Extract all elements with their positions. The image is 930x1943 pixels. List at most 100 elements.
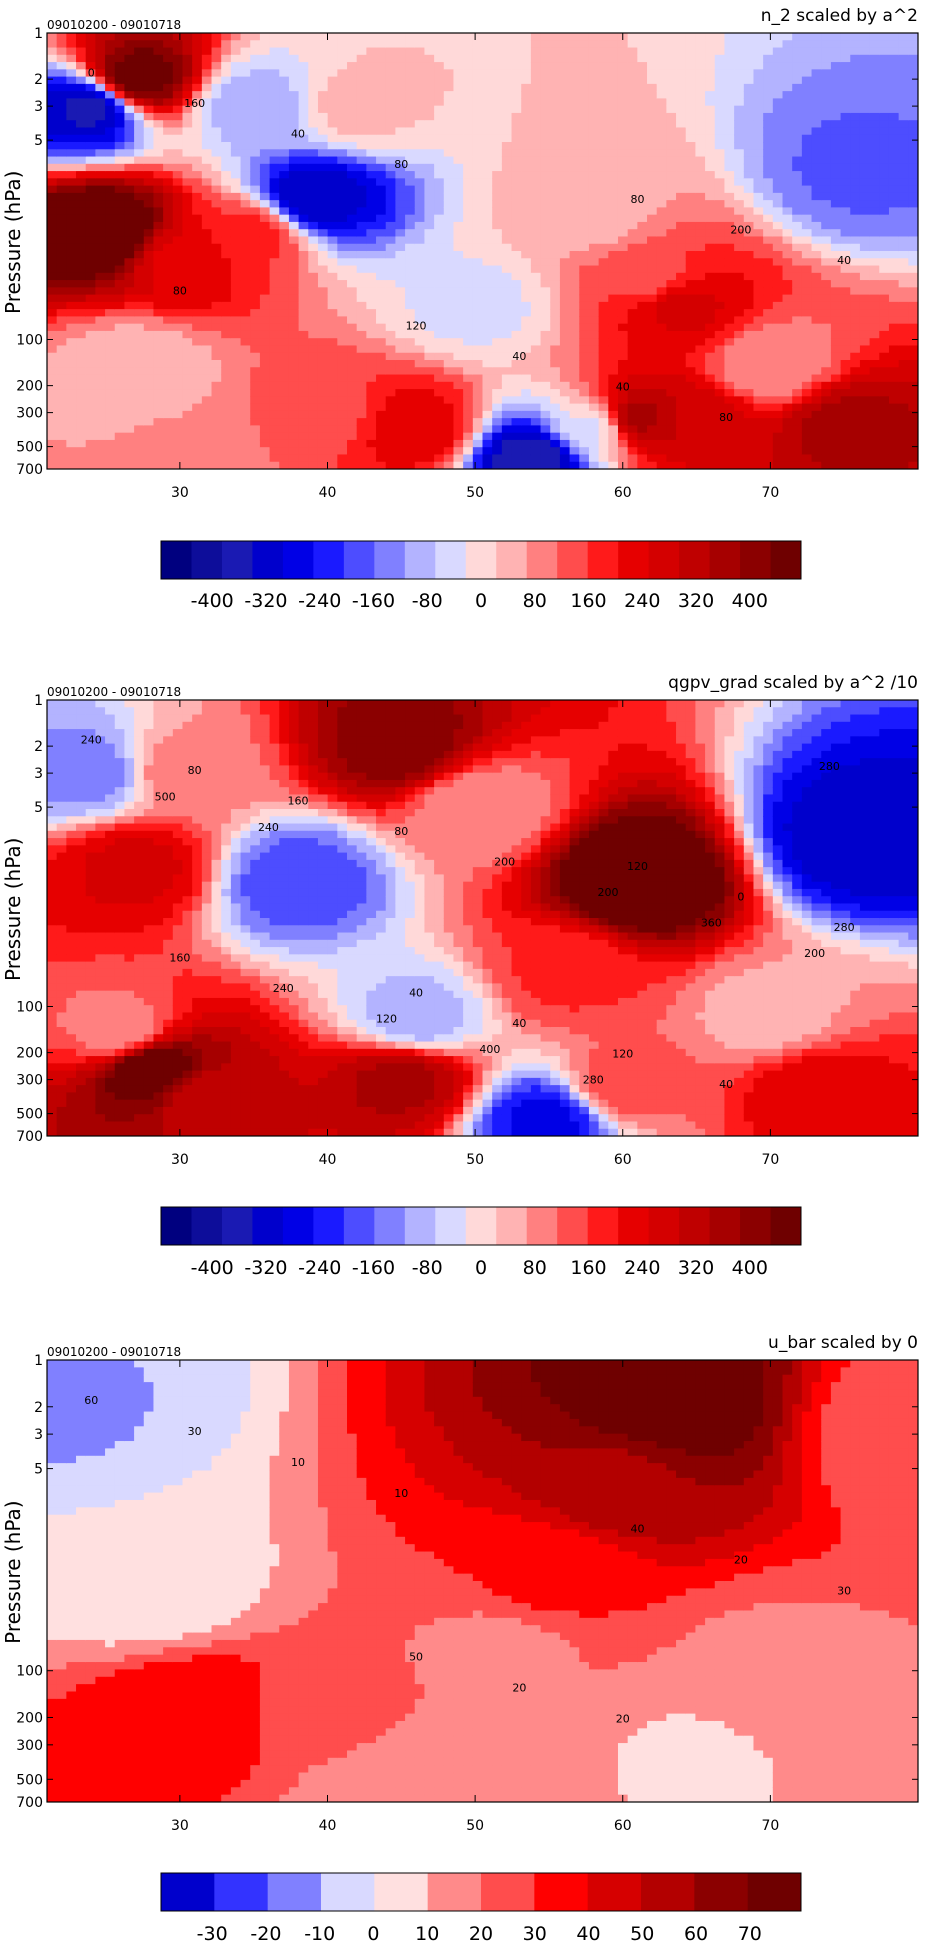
heatmap-cell	[337, 236, 348, 245]
heatmap-cell	[259, 221, 271, 230]
heatmap-cell	[782, 309, 793, 317]
heatmap-cell	[347, 40, 358, 49]
heatmap-cell	[76, 287, 87, 296]
heatmap-cell	[588, 178, 600, 187]
heatmap-cell	[424, 432, 435, 441]
heatmap-cell	[66, 447, 77, 456]
heatmap-cell	[811, 294, 822, 303]
heatmap-cell	[230, 374, 242, 383]
heatmap-cell	[743, 200, 755, 208]
heatmap-cell	[763, 243, 774, 252]
heatmap-cell	[308, 301, 319, 310]
heatmap-cell	[143, 309, 155, 317]
heatmap-cell	[530, 272, 542, 281]
heatmap-cell	[66, 98, 77, 107]
heatmap-cell	[656, 134, 667, 143]
heatmap-cell	[376, 454, 387, 463]
heatmap-cell	[308, 76, 319, 85]
heatmap-cell	[724, 352, 735, 361]
heatmap-cell	[821, 439, 832, 448]
heatmap-cell	[424, 439, 435, 448]
heatmap-cell	[240, 381, 251, 390]
heatmap-cell	[279, 185, 290, 194]
heatmap-cell	[76, 381, 87, 390]
heatmap-cell	[482, 418, 493, 426]
heatmap-cell	[327, 98, 338, 107]
heatmap-cell	[530, 221, 542, 230]
heatmap-cell	[56, 294, 67, 303]
heatmap-cell	[424, 447, 435, 456]
heatmap-cell	[47, 40, 58, 49]
heatmap-cell	[85, 112, 96, 121]
heatmap-cell	[317, 381, 329, 390]
heatmap-cell	[259, 287, 271, 296]
heatmap-cell	[530, 207, 542, 216]
heatmap-cell	[414, 352, 426, 361]
heatmap-cell	[656, 112, 667, 121]
heatmap-cell	[559, 156, 571, 165]
heatmap-cell	[395, 301, 406, 310]
heatmap-cell	[792, 316, 803, 325]
heatmap-cell	[211, 62, 222, 70]
heatmap-cell	[47, 185, 58, 194]
heatmap-cell	[443, 40, 455, 49]
heatmap-cell	[201, 439, 213, 448]
heatmap-cell	[405, 338, 416, 347]
heatmap-cell	[172, 243, 184, 252]
heatmap-cell	[724, 374, 735, 383]
heatmap-cell	[792, 33, 803, 41]
heatmap-cell	[240, 236, 251, 245]
heatmap-cell	[288, 236, 300, 245]
heatmap-cell	[453, 76, 464, 85]
heatmap-cell	[279, 127, 290, 136]
heatmap-cell	[753, 127, 764, 136]
heatmap-cell	[666, 432, 677, 441]
heatmap-cell	[743, 418, 755, 426]
heatmap-cell	[356, 76, 367, 85]
heatmap-cell	[550, 389, 561, 397]
heatmap-cell	[356, 207, 367, 216]
heatmap-cell	[811, 418, 822, 426]
heatmap-cell	[753, 105, 764, 114]
heatmap-cell	[288, 207, 300, 216]
heatmap-cell	[366, 352, 377, 361]
heatmap-cell	[66, 454, 77, 463]
heatmap-cell	[172, 316, 184, 325]
heatmap-cell	[598, 54, 609, 63]
heatmap-cell	[414, 156, 426, 165]
heatmap-cell	[337, 76, 348, 85]
heatmap-cell	[811, 251, 822, 259]
heatmap-cell	[434, 83, 445, 92]
heatmap-cell	[385, 192, 396, 201]
heatmap-cell	[579, 323, 590, 332]
heatmap-cell	[434, 192, 445, 201]
heatmap-cell	[56, 47, 67, 56]
heatmap-cell	[105, 374, 116, 383]
heatmap-cell	[724, 163, 735, 172]
heatmap-cell	[56, 381, 67, 390]
heatmap-cell	[801, 192, 813, 201]
heatmap-cell	[792, 243, 803, 252]
heatmap-cell	[211, 403, 222, 412]
heatmap-cell	[550, 214, 561, 223]
heatmap-cell	[66, 389, 77, 397]
heatmap-cell	[327, 265, 338, 274]
heatmap-cell	[830, 396, 842, 405]
heatmap-cell	[782, 338, 793, 347]
heatmap-cell	[540, 389, 551, 397]
heatmap-cell	[559, 236, 571, 245]
heatmap-cell	[308, 447, 319, 456]
heatmap-cell	[298, 396, 309, 405]
heatmap-cell	[656, 54, 667, 63]
heatmap-cell	[143, 403, 155, 412]
heatmap-cell	[617, 367, 629, 376]
heatmap-cell	[501, 396, 513, 405]
heatmap-cell	[424, 83, 435, 92]
heatmap-cell	[763, 163, 774, 172]
heatmap-cell	[801, 178, 813, 187]
heatmap-cell	[511, 185, 522, 194]
heatmap-cell	[250, 83, 261, 92]
heatmap-cell	[337, 33, 348, 41]
heatmap-cell	[376, 316, 387, 325]
heatmap-cell	[753, 185, 764, 194]
